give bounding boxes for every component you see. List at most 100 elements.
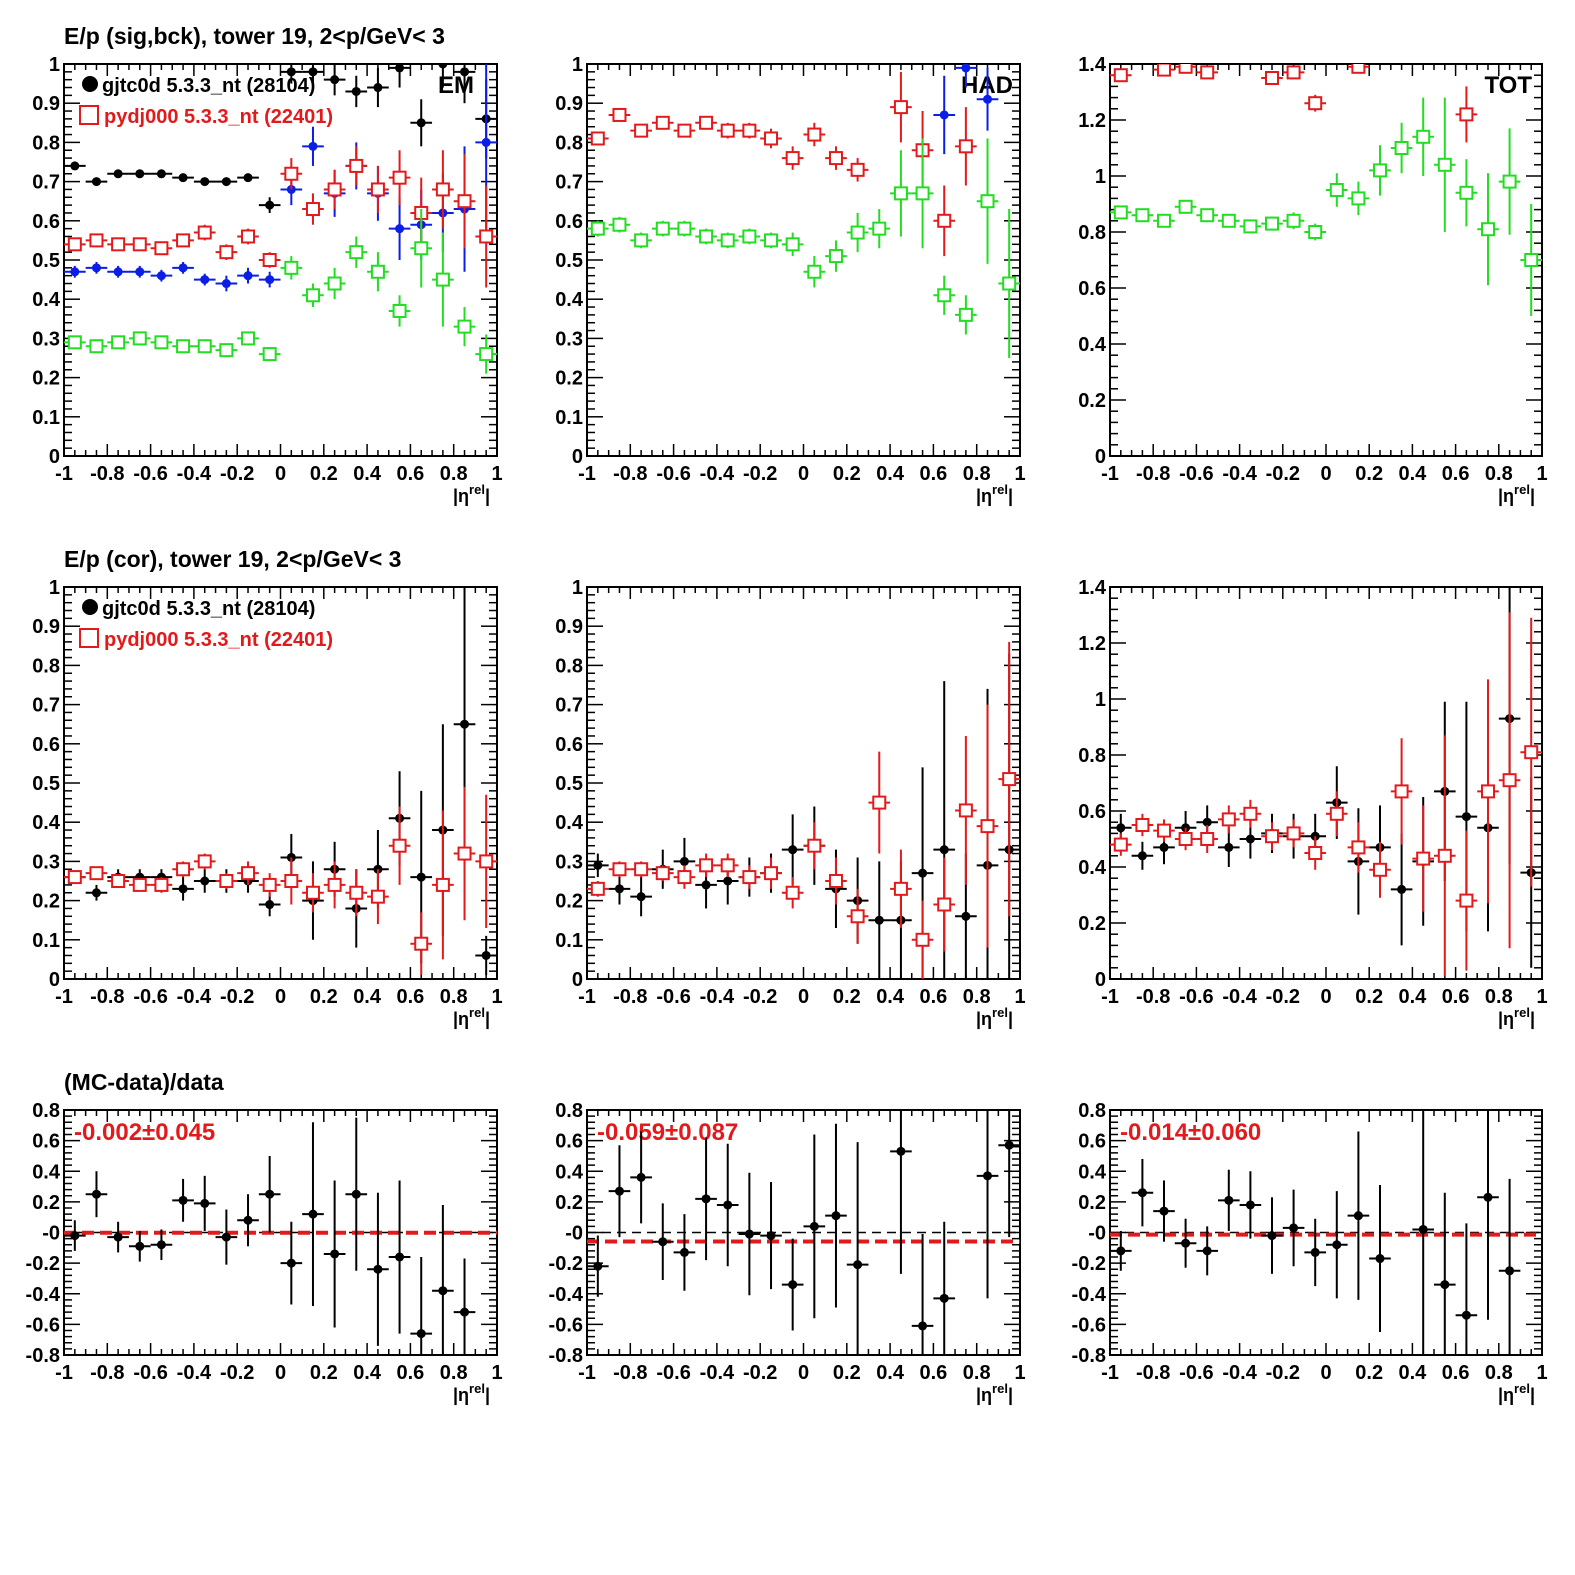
data-point xyxy=(1002,772,1017,787)
x-tick-label: -0.4 xyxy=(700,1362,735,1384)
data-point xyxy=(1113,837,1128,852)
data-point xyxy=(67,870,82,885)
x-tick-label: 0 xyxy=(275,986,286,1008)
legend-data-marker xyxy=(82,76,98,92)
y-tick-label: 0 xyxy=(572,446,583,468)
data-point xyxy=(91,263,101,273)
y-tick-label: 0.7 xyxy=(32,172,60,194)
data-point xyxy=(435,182,450,197)
y-tick-label: 0.6 xyxy=(32,211,60,233)
x-tick-label: 0.6 xyxy=(1442,1362,1470,1384)
data-point xyxy=(764,131,779,146)
data-point xyxy=(1329,183,1344,197)
x-tick-label: 0.8 xyxy=(440,986,468,1008)
data-point xyxy=(983,1171,993,1181)
data-point xyxy=(807,838,822,853)
data-point xyxy=(831,1211,841,1221)
data-point xyxy=(154,877,169,892)
data-point xyxy=(327,276,342,291)
data-point xyxy=(788,845,798,855)
x-tick-label: -0.4 xyxy=(177,463,212,485)
x-tick-label: -0.8 xyxy=(613,1362,647,1384)
data-point xyxy=(1351,191,1366,206)
x-tick-label: -0.4 xyxy=(1222,463,1257,485)
data-point xyxy=(349,158,364,173)
data-point xyxy=(720,123,735,138)
data-point xyxy=(1524,253,1539,267)
data-point xyxy=(723,876,733,886)
data-point xyxy=(327,877,342,892)
y-tick-label: 0.4 xyxy=(555,289,584,311)
x-tick-label: -1 xyxy=(1101,1362,1119,1384)
data-point xyxy=(677,221,692,236)
data-point xyxy=(634,862,649,877)
x-axis-label: |ηrel| xyxy=(976,1005,1013,1029)
data-point xyxy=(219,343,234,358)
data-point xyxy=(200,177,210,187)
data-point xyxy=(178,1195,188,1205)
data-point xyxy=(392,838,407,853)
data-point xyxy=(872,795,887,810)
data-point xyxy=(1459,107,1474,122)
x-tick-label: -0.6 xyxy=(656,986,690,1008)
data-point xyxy=(764,233,779,248)
chart-panel-1: -1 -0.8 -0.6 -0.4 -0.2 0 0.2 0.4 0.6 0.8 1|ηrel|00… xyxy=(32,54,502,506)
x-tick-label: 1 xyxy=(491,1362,502,1384)
x-tick-label: 0.2 xyxy=(1355,986,1383,1008)
series-1 xyxy=(1110,64,1478,143)
data-point xyxy=(1286,65,1301,80)
x-tick-label: 0.8 xyxy=(1485,986,1513,1008)
y-tick-label: 0.2 xyxy=(32,1192,60,1214)
x-tick-label: 0.4 xyxy=(1398,1362,1427,1384)
data-point xyxy=(370,182,385,197)
data-point xyxy=(265,275,275,285)
x-tick-label: -0.4 xyxy=(177,1362,212,1384)
legend-mc-marker xyxy=(79,628,99,648)
y-tick-label: 0.2 xyxy=(555,891,583,913)
chart-panel-3: -1 -0.8 -0.6 -0.4 -0.2 0 0.2 0.4 0.6 0.8 1|ηrel|00… xyxy=(1078,54,1547,506)
data-point xyxy=(67,335,82,350)
x-tick-label: 1 xyxy=(491,986,502,1008)
y-tick-label: 0.5 xyxy=(555,773,583,795)
y-tick-label: -0.2 xyxy=(1072,1253,1106,1275)
data-point xyxy=(658,1237,668,1247)
data-point xyxy=(351,86,361,96)
y-tick-label: 0.6 xyxy=(555,1131,583,1153)
y-tick-label: -0.6 xyxy=(1072,1314,1106,1336)
data-point xyxy=(200,876,210,886)
y-tick-label: 0 xyxy=(49,446,60,468)
data-point xyxy=(457,194,472,209)
plot-area xyxy=(1110,587,1542,977)
data-point xyxy=(221,177,231,187)
y-tick-label: -0.4 xyxy=(26,1284,61,1306)
x-tick-label: 0 xyxy=(1320,986,1331,1008)
x-tick-label: -0.8 xyxy=(1136,1362,1170,1384)
x-tick-label: -0.2 xyxy=(220,1362,254,1384)
data-point xyxy=(937,213,952,228)
y-tick-label: 0.7 xyxy=(555,172,583,194)
series-2 xyxy=(587,641,1020,979)
data-point xyxy=(113,267,123,277)
data-point xyxy=(308,67,318,77)
data-point xyxy=(479,854,494,869)
data-point xyxy=(1157,64,1171,77)
x-tick-label: 0.4 xyxy=(353,986,382,1008)
y-tick-label: 0.2 xyxy=(32,368,60,390)
series-1 xyxy=(587,1110,1020,1355)
data-point xyxy=(1178,832,1193,846)
y-tick-label: -0.8 xyxy=(549,1345,583,1367)
x-tick-label: -0.8 xyxy=(613,463,647,485)
data-point xyxy=(241,229,256,244)
y-tick-label: 0.1 xyxy=(555,930,583,952)
data-point xyxy=(593,1261,603,1271)
data-point xyxy=(286,67,296,77)
data-point xyxy=(1004,1140,1014,1150)
y-tick-label: 0.2 xyxy=(1078,390,1106,412)
y-tick-label: -0.8 xyxy=(1072,1345,1106,1367)
data-point xyxy=(1286,213,1301,228)
data-point xyxy=(197,339,212,354)
legend-data-marker xyxy=(82,599,98,615)
data-point xyxy=(699,115,714,130)
x-tick-label: 0 xyxy=(275,463,286,485)
data-point xyxy=(677,870,692,885)
